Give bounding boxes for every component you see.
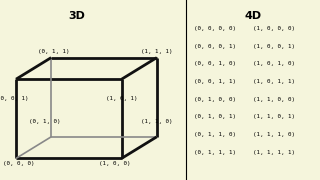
Text: (1, 0, 1): (1, 0, 1)	[106, 96, 137, 101]
Text: (0, 0, 1, 0): (0, 0, 1, 0)	[194, 61, 236, 66]
Text: (0, 0, 1, 1): (0, 0, 1, 1)	[194, 79, 236, 84]
Text: (1, 0, 0, 0): (1, 0, 0, 0)	[253, 26, 295, 31]
Text: (1, 1, 0, 1): (1, 1, 0, 1)	[253, 114, 295, 119]
Text: (1, 0, 1, 1): (1, 0, 1, 1)	[253, 79, 295, 84]
Text: (0, 0, 0, 0): (0, 0, 0, 0)	[194, 26, 236, 31]
Text: (1, 1, 0): (1, 1, 0)	[141, 119, 172, 124]
Text: (0, 1, 0, 0): (0, 1, 0, 0)	[194, 97, 236, 102]
Text: (1, 1, 1, 1): (1, 1, 1, 1)	[253, 150, 295, 155]
Text: (0, 1, 0, 1): (0, 1, 0, 1)	[194, 114, 236, 119]
Text: (0, 0, 1): (0, 0, 1)	[0, 96, 28, 101]
Text: (1, 1, 0, 0): (1, 1, 0, 0)	[253, 97, 295, 102]
Text: (1, 0, 1, 0): (1, 0, 1, 0)	[253, 61, 295, 66]
Text: (1, 1, 1, 0): (1, 1, 1, 0)	[253, 132, 295, 137]
Text: (1, 1, 1): (1, 1, 1)	[141, 49, 172, 54]
Text: (0, 0, 0): (0, 0, 0)	[3, 161, 35, 166]
Text: (0, 0, 0, 1): (0, 0, 0, 1)	[194, 44, 236, 49]
Text: 3D: 3D	[68, 11, 85, 21]
Text: (0, 1, 1): (0, 1, 1)	[38, 49, 70, 54]
Text: (1, 0, 0, 1): (1, 0, 0, 1)	[253, 44, 295, 49]
Text: (0, 1, 1, 0): (0, 1, 1, 0)	[194, 132, 236, 137]
Text: 4D: 4D	[244, 11, 261, 21]
Text: (0, 1, 1, 1): (0, 1, 1, 1)	[194, 150, 236, 155]
Text: (0, 1, 0): (0, 1, 0)	[29, 119, 60, 124]
Text: (1, 0, 0): (1, 0, 0)	[99, 161, 131, 166]
